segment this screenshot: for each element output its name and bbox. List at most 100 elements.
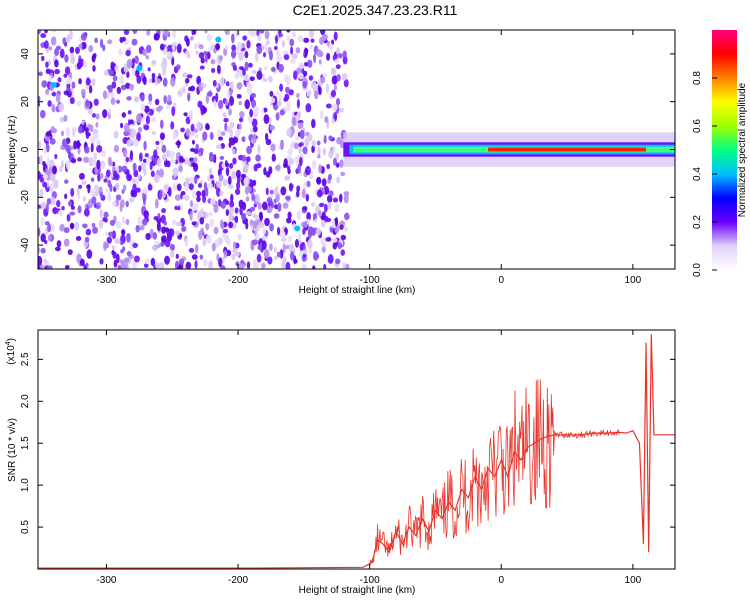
heatmap-noise-cell: [336, 74, 341, 82]
heatmap-noise-cell: [50, 126, 55, 133]
heatmap-noise-cell: [203, 259, 208, 267]
heatmap-noise-cell: [154, 240, 160, 246]
heatmap-noise-cell: [48, 75, 53, 83]
heatmap-noise-cell: [125, 218, 130, 226]
heatmap-noise-cell: [301, 188, 306, 199]
heatmap-noise-cell: [122, 184, 127, 192]
heatmap-noise-cell: [38, 71, 43, 77]
heatmap-noise-cell: [316, 176, 322, 185]
heatmap-noise-cell: [78, 184, 83, 189]
heatmap-noise-cell: [178, 164, 183, 173]
heatmap-noise-cell: [151, 130, 156, 135]
heatmap-noise-cell: [231, 44, 237, 52]
heatmap-noise-cell: [275, 112, 280, 121]
heatmap-noise-cell: [47, 100, 52, 107]
heatmap-noise-cell: [228, 205, 234, 216]
heatmap-noise-cell: [237, 128, 241, 136]
heatmap-noise-cell: [166, 104, 170, 110]
heatmap-noise-cell: [147, 184, 153, 191]
heatmap-noise-cell: [136, 75, 142, 84]
heatmap-noise-cell: [259, 211, 264, 222]
heatmap-noise-cell: [169, 150, 175, 157]
heatmap-noise-cell: [94, 37, 98, 44]
heatmap-noise-cell: [295, 136, 300, 141]
heatmap-noise-cell: [154, 98, 160, 106]
heatmap-noise-cell: [205, 223, 210, 231]
heatmap-noise-cell: [84, 146, 90, 154]
heatmap-noise-cell: [277, 202, 282, 212]
heatmap-noise-cell: [170, 77, 176, 87]
heatmap-y-tick-label: -40: [20, 237, 31, 252]
heatmap-noise-cell: [239, 117, 243, 123]
heatmap-noise-cell: [51, 30, 57, 33]
heatmap-noise-cell: [142, 158, 148, 163]
colorbar-tick-label: 0.0: [692, 263, 703, 277]
heatmap-noise-cell: [299, 243, 304, 252]
heatmap-noise-cell: [162, 77, 168, 87]
heatmap-noise-cell: [78, 43, 83, 49]
heatmap-noise-cell: [204, 211, 209, 219]
heatmap-noise-cell: [46, 198, 52, 205]
heatmap-noise-cell: [40, 201, 47, 210]
heatmap-noise-cell: [266, 206, 272, 214]
heatmap-noise-cell: [126, 71, 130, 78]
heatmap-noise-cell: [262, 52, 266, 58]
heatmap-noise-cell: [99, 208, 103, 218]
heatmap-noise-cell: [232, 157, 237, 165]
heatmap-noise-cell: [284, 176, 290, 181]
heatmap-noise-cell: [120, 122, 124, 129]
heatmap-noise-cell: [286, 30, 291, 33]
heatmap-noise-cell: [287, 149, 293, 156]
heatmap-noise-cell: [236, 169, 241, 179]
heatmap-noise-cell: [95, 113, 100, 120]
heatmap-y-tick-label: 40: [20, 48, 31, 60]
heatmap-noise-cell: [65, 160, 71, 170]
heatmap-noise-cell: [255, 236, 260, 241]
heatmap-noise-cell: [80, 32, 87, 41]
heatmap-noise-cell: [213, 203, 219, 214]
heatmap-y-axis-label: Frequency (Hz): [7, 116, 18, 185]
snr-jitter-line: [369, 379, 620, 567]
heatmap-noise-cell: [238, 101, 242, 106]
heatmap-noise-cell: [63, 238, 70, 247]
heatmap-noise-cell: [167, 51, 171, 57]
heatmap-noise-cell: [249, 76, 255, 82]
heatmap-noise-cell: [44, 30, 48, 34]
heatmap-noise-cell: [109, 219, 115, 227]
heatmap-noise-cell: [258, 222, 265, 229]
heatmap-noise-cell: [120, 84, 127, 91]
heatmap-noise-cell: [203, 50, 208, 56]
heatmap-noise-cell: [224, 236, 230, 242]
heatmap-noise-cell: [88, 44, 94, 53]
heatmap-noise-cell: [111, 200, 117, 207]
heatmap-noise-cell: [146, 156, 151, 166]
heatmap-noise-cell: [297, 35, 304, 43]
heatmap-noise-cell: [228, 221, 234, 229]
heatmap-noise-cell: [99, 258, 104, 265]
heatmap-noise-cell: [305, 103, 312, 113]
heatmap-noise-cell: [47, 223, 52, 233]
heatmap-noise-cell: [200, 83, 207, 88]
heatmap-noise-cell: [295, 47, 301, 54]
heatmap-noise-cell: [334, 58, 340, 64]
heatmap-noise-cell: [192, 190, 197, 199]
heatmap-band-peak: [488, 147, 647, 152]
heatmap-noise-cell: [223, 47, 228, 56]
heatmap-noise-cell: [224, 160, 228, 167]
snr-y-tick-label: 0.5: [20, 520, 31, 534]
heatmap-noise-cell: [216, 64, 221, 74]
heatmap-noise-cell: [239, 206, 243, 216]
heatmap-noise-cell: [167, 186, 172, 197]
heatmap-noise-cell: [92, 65, 96, 72]
heatmap-noise-cell: [162, 191, 166, 198]
colorbar-tick-label: 0.2: [692, 215, 703, 229]
heatmap-noise-cell: [279, 109, 285, 116]
heatmap-noise-cell: [311, 159, 317, 169]
heatmap-noise-cell: [335, 47, 341, 56]
heatmap-noise-cell: [69, 145, 74, 151]
heatmap-noise-cell: [40, 217, 45, 226]
heatmap-noise-cell: [206, 91, 213, 97]
heatmap-noise-cell: [235, 242, 240, 249]
heatmap-noise-cell: [55, 93, 61, 103]
heatmap-noise-cell: [345, 263, 350, 269]
